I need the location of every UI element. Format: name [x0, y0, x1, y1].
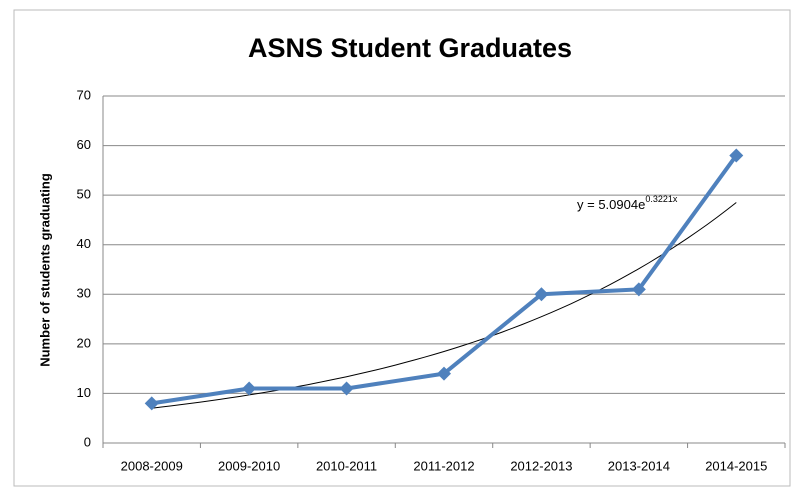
marker [631, 282, 646, 297]
marker [339, 381, 354, 396]
x-tick-label: 2010-2011 [316, 458, 377, 473]
x-tick-label: 2014-2015 [705, 458, 767, 473]
y-tick-label: 10 [77, 385, 91, 400]
trendline-label-exponent: 0.3221x [645, 194, 678, 204]
marker [144, 396, 159, 411]
y-axis-label: Number of students graduating [37, 173, 52, 367]
trendline-label-base: y = 5.0904e [577, 197, 645, 212]
x-tick-label: 2008-2009 [121, 458, 183, 473]
y-tick-label: 60 [77, 137, 91, 152]
marker [534, 287, 549, 302]
y-tick-label: 0 [84, 434, 91, 449]
y-tick-label: 40 [77, 236, 91, 251]
marker [729, 148, 744, 163]
marker [242, 381, 257, 396]
y-tick-label: 30 [77, 286, 91, 301]
y-tick-label: 70 [77, 87, 91, 102]
x-tick-label: 2012-2013 [510, 458, 572, 473]
y-tick-label: 20 [77, 335, 91, 350]
x-tick-label: 2009-2010 [218, 458, 280, 473]
chart-border [13, 9, 791, 487]
marker [437, 366, 451, 381]
y-tick-label: 50 [77, 187, 91, 202]
x-tick-label: 2011-2012 [413, 458, 474, 473]
trendline-label: y = 5.0904e0.3221x [577, 194, 678, 212]
x-tick-label: 2013-2014 [608, 458, 670, 473]
chart-title: ASNS Student Graduates [248, 33, 572, 63]
